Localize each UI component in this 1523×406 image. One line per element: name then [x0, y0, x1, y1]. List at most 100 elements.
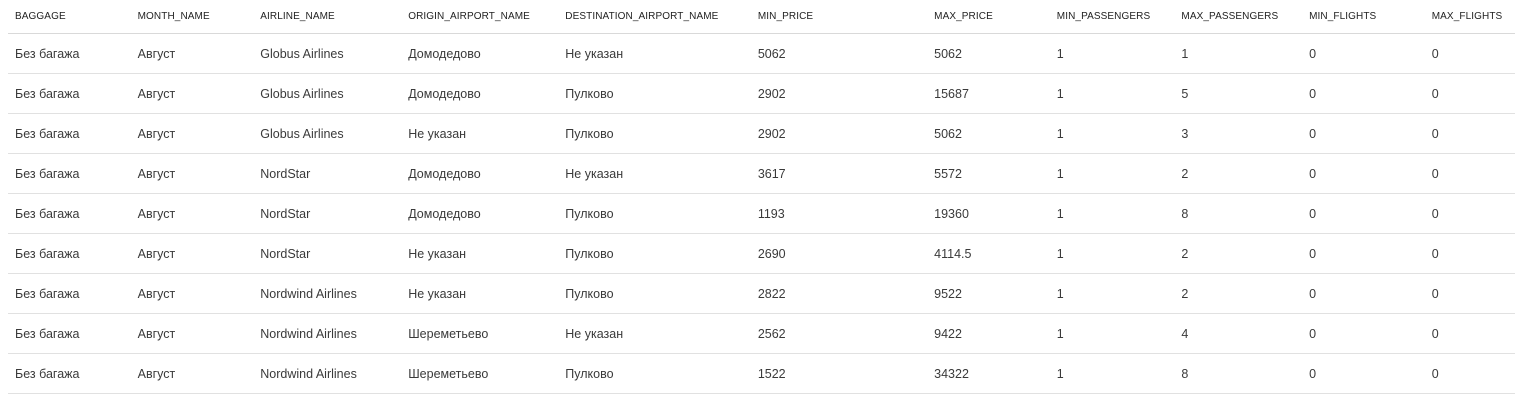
origin-airport-cell: Домодедово: [401, 33, 559, 74]
column-header-min-passengers[interactable]: MIN_PASSENGERS: [1049, 0, 1175, 34]
column-header-airline-name[interactable]: AIRLINE_NAME: [253, 0, 402, 34]
max-price-cell: 5062: [927, 113, 1050, 154]
table-row[interactable]: Без багажа Август Globus Airlines Домодедов…: [8, 73, 1515, 114]
max-passengers-cell: 2: [1174, 273, 1303, 314]
baggage-cell: Без багажа: [8, 73, 131, 114]
column-header-min-price[interactable]: MIN_PRICE: [750, 0, 928, 34]
destination-airport-cell: Не указан: [558, 33, 751, 74]
month-name-cell: Август: [130, 273, 254, 314]
column-header-origin-airport-name[interactable]: ORIGIN_AIRPORT_NAME: [401, 0, 559, 34]
min-flights-cell: 0: [1302, 193, 1425, 234]
month-name-cell: Август: [130, 153, 254, 194]
table-row[interactable]: Без багажа Август Nordwind Airlines Не указ…: [8, 273, 1515, 314]
min-price-cell: 2902: [750, 73, 928, 114]
baggage-cell: Без багажа: [8, 353, 131, 394]
baggage-cell: Без багажа: [8, 313, 131, 354]
max-flights-cell: 0: [1424, 153, 1515, 194]
table-row[interactable]: Без багажа Август Globus Airlines Домодедов…: [8, 33, 1515, 74]
max-price-cell: 5572: [927, 153, 1050, 194]
max-price-cell: 9422: [927, 313, 1050, 354]
min-passengers-cell: 1: [1049, 313, 1175, 354]
results-table: BAGGAGE MONTH_NAME AIRLINE_NAME ORIGIN_A…: [8, 0, 1515, 394]
table-row[interactable]: Без багажа Август Nordwind Airlines Шеремет…: [8, 313, 1515, 354]
max-price-cell: 9522: [927, 273, 1050, 314]
month-name-cell: Август: [130, 193, 254, 234]
table-row[interactable]: Без багажа Август NordStar Не указан Пулково…: [8, 233, 1515, 274]
airline-name-cell: NordStar: [253, 153, 402, 194]
table-row[interactable]: Без багажа Август Globus Airlines Не указан…: [8, 113, 1515, 154]
month-name-cell: Август: [130, 313, 254, 354]
header-row: BAGGAGE MONTH_NAME AIRLINE_NAME ORIGIN_A…: [8, 0, 1515, 34]
baggage-cell: Без багажа: [8, 233, 131, 274]
airline-name-cell: Nordwind Airlines: [253, 273, 402, 314]
airline-name-cell: Nordwind Airlines: [253, 313, 402, 354]
origin-airport-cell: Не указан: [401, 233, 559, 274]
airline-name-cell: NordStar: [253, 193, 402, 234]
min-price-cell: 2562: [750, 313, 928, 354]
min-price-cell: 1522: [750, 353, 928, 394]
max-flights-cell: 0: [1424, 73, 1515, 114]
baggage-cell: Без багажа: [8, 153, 131, 194]
table-body: Без багажа Август Globus Airlines Домодедов…: [8, 33, 1515, 394]
table-row[interactable]: Без багажа Август Nordwind Airlines Шеремет…: [8, 353, 1515, 394]
max-flights-cell: 0: [1424, 113, 1515, 154]
max-price-cell: 4114.5: [927, 233, 1050, 274]
max-passengers-cell: 5: [1174, 73, 1303, 114]
min-price-cell: 2902: [750, 113, 928, 154]
baggage-cell: Без багажа: [8, 273, 131, 314]
destination-airport-cell: Пулково: [558, 113, 751, 154]
origin-airport-cell: Домодедово: [401, 193, 559, 234]
destination-airport-cell: Пулково: [558, 353, 751, 394]
table-header: BAGGAGE MONTH_NAME AIRLINE_NAME ORIGIN_A…: [8, 0, 1515, 34]
min-passengers-cell: 1: [1049, 113, 1175, 154]
min-flights-cell: 0: [1302, 113, 1425, 154]
min-passengers-cell: 1: [1049, 33, 1175, 74]
max-price-cell: 19360: [927, 193, 1050, 234]
max-passengers-cell: 4: [1174, 313, 1303, 354]
min-price-cell: 1193: [750, 193, 928, 234]
min-flights-cell: 0: [1302, 73, 1425, 114]
max-flights-cell: 0: [1424, 273, 1515, 314]
month-name-cell: Август: [130, 33, 254, 74]
min-flights-cell: 0: [1302, 153, 1425, 194]
column-header-max-flights[interactable]: MAX_FLIGHTS: [1424, 0, 1515, 34]
min-flights-cell: 0: [1302, 233, 1425, 274]
baggage-cell: Без багажа: [8, 113, 131, 154]
destination-airport-cell: Пулково: [558, 73, 751, 114]
destination-airport-cell: Пулково: [558, 233, 751, 274]
column-header-max-price[interactable]: MAX_PRICE: [927, 0, 1050, 34]
min-price-cell: 2822: [750, 273, 928, 314]
min-passengers-cell: 1: [1049, 233, 1175, 274]
min-passengers-cell: 1: [1049, 73, 1175, 114]
max-price-cell: 34322: [927, 353, 1050, 394]
max-flights-cell: 0: [1424, 193, 1515, 234]
baggage-cell: Без багажа: [8, 33, 131, 74]
min-price-cell: 3617: [750, 153, 928, 194]
min-flights-cell: 0: [1302, 313, 1425, 354]
column-header-month-name[interactable]: MONTH_NAME: [130, 0, 254, 34]
column-header-max-passengers[interactable]: MAX_PASSENGERS: [1174, 0, 1303, 34]
month-name-cell: Август: [130, 233, 254, 274]
min-price-cell: 2690: [750, 233, 928, 274]
month-name-cell: Август: [130, 73, 254, 114]
destination-airport-cell: Не указан: [558, 153, 751, 194]
column-header-min-flights[interactable]: MIN_FLIGHTS: [1302, 0, 1425, 34]
max-flights-cell: 0: [1424, 233, 1515, 274]
max-price-cell: 5062: [927, 33, 1050, 74]
min-flights-cell: 0: [1302, 353, 1425, 394]
month-name-cell: Август: [130, 113, 254, 154]
baggage-cell: Без багажа: [8, 193, 131, 234]
min-passengers-cell: 1: [1049, 153, 1175, 194]
min-price-cell: 5062: [750, 33, 928, 74]
airline-name-cell: NordStar: [253, 233, 402, 274]
min-flights-cell: 0: [1302, 273, 1425, 314]
column-header-baggage[interactable]: BAGGAGE: [8, 0, 131, 34]
origin-airport-cell: Домодедово: [401, 73, 559, 114]
table-row[interactable]: Без багажа Август NordStar Домодедово Пулков…: [8, 193, 1515, 234]
min-passengers-cell: 1: [1049, 193, 1175, 234]
column-header-destination-airport-name[interactable]: DESTINATION_AIRPORT_NAME: [558, 0, 751, 34]
min-flights-cell: 0: [1302, 33, 1425, 74]
table-row[interactable]: Без багажа Август NordStar Домодедово Не ука…: [8, 153, 1515, 194]
destination-airport-cell: Пулково: [558, 193, 751, 234]
